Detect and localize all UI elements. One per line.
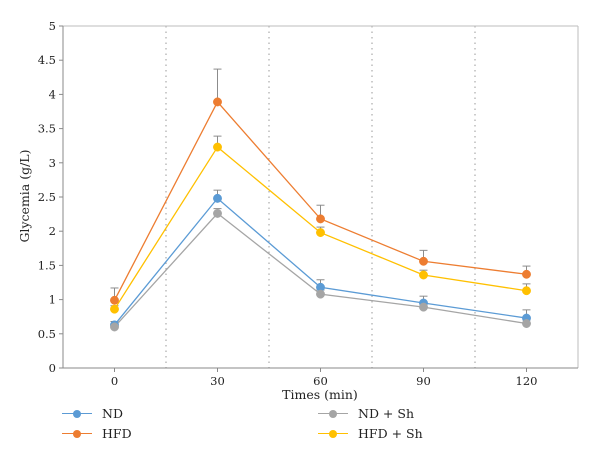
data-point-hfd-sh (316, 228, 325, 238)
data-point-nd-sh (522, 319, 531, 328)
data-point-hfd-sh (213, 142, 222, 152)
data-point-nd-sh (213, 208, 222, 218)
y-tick-label: 1 (49, 293, 56, 307)
data-point-nd-sh (419, 302, 428, 312)
x-tick-label: 60 (313, 374, 328, 388)
y-tick-label: 4.5 (38, 53, 56, 67)
y-tick-label: 3 (49, 156, 56, 170)
y-tick-label: 2 (49, 224, 56, 238)
x-tick-label: 120 (516, 374, 538, 388)
data-point-hfd-sh (419, 270, 428, 280)
x-tick-label: 30 (210, 374, 225, 388)
y-tick-label: 2.5 (38, 190, 56, 204)
x-tick-label: 0 (111, 374, 118, 388)
data-point-hfd-sh (522, 286, 531, 296)
y-tick-label: 0.5 (38, 327, 56, 341)
y-axis-label: Glycemia (g/L) (17, 150, 32, 243)
x-tick-label: 90 (416, 374, 431, 388)
legend-swatch-nd (62, 409, 92, 419)
series-markers (110, 97, 531, 332)
x-tick-labels: 0 30 60 90 120 (111, 374, 538, 388)
legend-label-nd: ND (102, 406, 123, 421)
data-point-hfd-sh (110, 304, 119, 314)
series-line-hfd (113, 100, 527, 301)
data-point-hfd (213, 97, 222, 107)
legend-label-nd-sh: ND + Sh (358, 406, 414, 421)
y-tick-label: 1.5 (38, 258, 56, 272)
x-axis-label: Times (min) (282, 387, 358, 402)
data-point-nd-sh (316, 289, 325, 299)
data-point-nd (213, 193, 222, 203)
legend-item-hfd-sh: HFD + Sh (318, 426, 423, 441)
legend-item-hfd: HFD (62, 426, 132, 441)
legend-item-nd: ND (62, 406, 123, 421)
legend-label-hfd-sh: HFD + Sh (358, 426, 423, 441)
axes (59, 25, 579, 372)
data-point-hfd (110, 295, 119, 305)
y-tick-label: 3.5 (38, 122, 56, 136)
legend-item-nd-sh: ND + Sh (318, 406, 414, 421)
y-tick-label: 0 (49, 361, 56, 375)
legend-swatch-hfd-sh (318, 429, 348, 439)
y-tick-label: 4 (49, 87, 56, 101)
y-tick-labels: 0 0.5 1 1.5 2 2.5 3 3.5 4 4.5 5 (38, 19, 56, 375)
data-point-hfd (419, 256, 428, 266)
y-tick-label: 5 (49, 19, 56, 33)
legend-swatch-nd-sh (318, 409, 348, 419)
grid (165, 26, 476, 368)
legend-label-hfd: HFD (102, 426, 132, 441)
legend-swatch-hfd (62, 429, 92, 439)
data-point-hfd (522, 269, 531, 279)
data-point-nd-sh (110, 322, 119, 332)
data-point-hfd (316, 214, 325, 224)
